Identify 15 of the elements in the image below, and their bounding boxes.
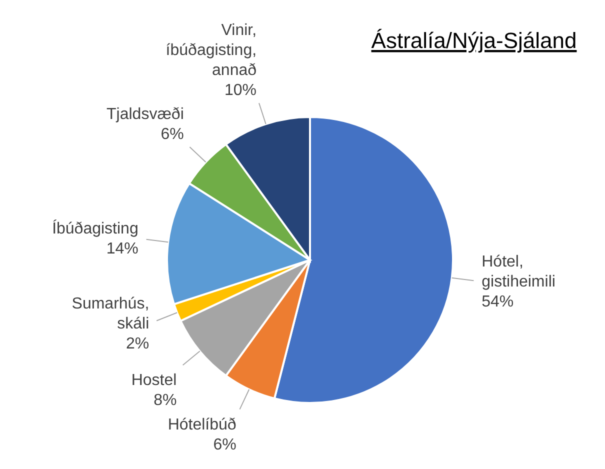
data-label: 6% (213, 436, 236, 454)
data-label: 2% (126, 336, 150, 353)
data-label: 10% (224, 82, 257, 100)
slice-label: Hótelíbúð (168, 416, 236, 434)
data-label: 14% (106, 240, 138, 258)
data-label: 8% (154, 392, 177, 410)
slice-label: Íbúðagisting (52, 219, 138, 238)
slice-label: Hótel, gistiheimili (482, 254, 556, 291)
data-label: 6% (160, 126, 184, 144)
slice-label: Hostel (131, 372, 177, 390)
chart-title: Ástralía/Nýja-Sjáland (371, 28, 577, 53)
slice-label: Vinir, íbúðagisting, annað (166, 22, 257, 80)
data-label: 54% (482, 294, 514, 311)
slice-label: Tjaldsvæði (106, 106, 184, 124)
slice-label: Sumarhús, skáli (72, 296, 150, 333)
